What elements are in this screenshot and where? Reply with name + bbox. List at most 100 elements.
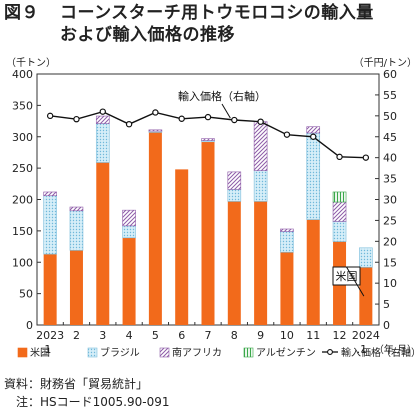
x-tick-label: 2 [73, 329, 80, 342]
y-tick-label: 300 [12, 131, 33, 144]
bar-us [306, 219, 320, 325]
bar-us [69, 250, 83, 325]
y2-tick-label: 50 [383, 110, 397, 123]
x-tick-label: 2023 [36, 329, 64, 342]
source-notes: 資料：財務省「貿易統計」 注：HSコード1005.90-091 [4, 375, 170, 411]
price-label-leader [221, 103, 231, 119]
x-tick-label: 3 [99, 329, 106, 342]
y2-tick-label: 10 [383, 277, 397, 290]
price-point [99, 108, 106, 115]
source-line: 資料：財務省「貿易統計」 [4, 377, 149, 391]
y-tick-label: 400 [12, 68, 33, 81]
bar-us [96, 162, 110, 325]
bar-south-africa [253, 121, 268, 171]
y-tick-label: 350 [12, 99, 33, 112]
bar-brazil [69, 210, 84, 251]
bar-argentina [332, 191, 347, 203]
figure-number: 図９ [4, 3, 39, 23]
x-tick-sublabel: .1 [357, 343, 368, 356]
bar-us [227, 201, 241, 325]
legend-line-marker [327, 349, 333, 355]
price-point [310, 133, 317, 140]
bar-us [175, 169, 189, 325]
x-tick-label: 10 [280, 329, 294, 342]
title-line-1: コーンスターチ用トウモロコシの輸入量 [60, 3, 374, 23]
y2-axis-unit: （千円/トン） [354, 57, 417, 69]
bar-brazil [43, 195, 57, 255]
bar-south-africa [122, 209, 136, 227]
bar-brazil [253, 170, 268, 202]
legend-swatch-south-africa [159, 347, 170, 358]
legend-label: 米国 [30, 346, 50, 359]
bar-us [201, 141, 215, 325]
price-point [46, 112, 54, 120]
x-tick-label: 12 [333, 329, 347, 342]
bar-south-africa [69, 206, 84, 212]
y-tick-label: 250 [12, 162, 33, 175]
legend-swatch-brazil [87, 347, 98, 358]
x-tick-label: 11 [306, 329, 320, 342]
y2-tick-label: 30 [383, 194, 397, 207]
us-label-leader [346, 266, 365, 297]
bar-us [122, 237, 136, 325]
y-tick-label: 150 [12, 225, 33, 238]
bar-south-africa [280, 228, 294, 232]
x-tick-label: 2024 [352, 329, 380, 342]
price-point [125, 120, 133, 128]
legend-swatch-us [17, 347, 28, 358]
bar-brazil [95, 123, 110, 163]
y2-tick-label: 5 [383, 298, 390, 311]
bar-brazil [306, 132, 321, 220]
price-point [257, 118, 264, 125]
bar-south-africa [201, 138, 215, 141]
bar-us [359, 267, 373, 325]
x-tick-sublabel: .1 [41, 343, 52, 356]
bar-us [280, 252, 294, 325]
us-label: 米国 [336, 270, 358, 283]
bar-brazil [280, 231, 294, 253]
price-point [152, 109, 159, 116]
price-point [231, 116, 238, 124]
y-tick-label: 200 [12, 194, 33, 207]
bar-brazil [332, 221, 347, 242]
bar-brazil [359, 247, 373, 268]
y2-tick-label: 40 [383, 152, 397, 165]
y2-tick-label: 25 [383, 214, 397, 227]
legend-swatch-argentina [243, 347, 254, 358]
chart-title: 図９ コーンスターチ用トウモロコシの輸入量 および輸入価格の推移 [4, 2, 416, 46]
bar-south-africa [95, 115, 110, 124]
price-point [178, 115, 185, 122]
x-tick-label: 4 [126, 329, 133, 342]
y2-tick-label: 35 [383, 173, 397, 186]
y2-tick-label: 15 [383, 256, 397, 269]
note-line: 注：HSコード1005.90-091 [4, 395, 170, 409]
legend-label: 南アフリカ [172, 346, 222, 359]
bar-brazil [122, 225, 136, 239]
x-tick-label: 9 [257, 329, 264, 342]
y2-tick-label: 55 [383, 89, 397, 102]
x-tick-label: 6 [178, 329, 185, 342]
x-tick-label: 7 [205, 329, 212, 342]
title-line-2: および輸入価格の推移 [60, 25, 235, 45]
y2-tick-label: 0 [383, 319, 390, 332]
price-point [336, 153, 343, 161]
bar-us [43, 254, 57, 325]
x-tick-label: 5 [152, 329, 159, 342]
bar-south-africa [306, 126, 321, 134]
y2-tick-label: 60 [383, 68, 397, 81]
bar-brazil [227, 189, 242, 202]
y2-tick-label: 45 [383, 131, 397, 144]
x-axis-unit: （年.月） [374, 343, 417, 356]
y-tick-label: 0 [26, 319, 33, 332]
y-tick-label: 100 [12, 256, 33, 269]
x-tick-label: 8 [231, 329, 238, 342]
y2-tick-label: 20 [383, 235, 397, 248]
stacked-bar-chart: 0501001502002503003504000510152025303540… [6, 57, 420, 359]
legend-label: アルゼンチン [256, 347, 316, 359]
legend-label: 輸入価格（右軸） [341, 346, 420, 359]
price-line-label: 輸入価格（右軸） [178, 89, 266, 103]
bar-south-africa [332, 201, 347, 222]
bar-south-africa [148, 129, 163, 132]
legend-label: ブラジル [100, 346, 140, 359]
price-point [73, 115, 80, 123]
